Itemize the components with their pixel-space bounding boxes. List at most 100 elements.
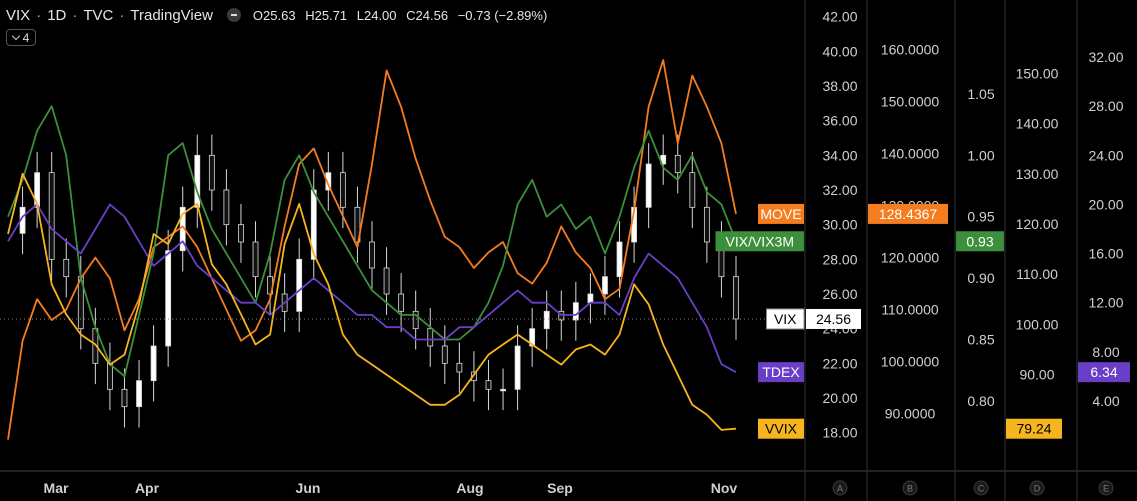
candle-body [674,154,681,174]
interval-label[interactable]: 1D [47,6,67,24]
y-tick-label: 36.00 [822,113,857,129]
candle-body [616,241,623,278]
y-tick-label: 42.00 [822,9,857,25]
y-tick-label: 24.00 [1088,147,1123,163]
series-name-tag [758,418,804,439]
y-tick-label: 20.00 [1088,196,1123,212]
series-line-vvix[interactable] [7,172,737,431]
series-name-label: VVIX [765,421,798,437]
candle-body [703,206,710,243]
candle-body [136,380,142,408]
indicators-collapse-button[interactable]: 4 [6,29,36,46]
scale-id-label: A [837,484,843,494]
series-name-label: VIX [774,311,797,327]
y-tick-label: 0.85 [967,332,994,348]
high-value: H25.71 [305,7,348,23]
scale-id-badge[interactable] [902,480,918,496]
last-value-label: 128.4367 [879,206,938,222]
y-tick-label: 160.0000 [881,42,940,58]
candle-body [602,276,608,295]
symbol-header: VIX · 1D · TVC · TradingView O25.63 H25.… [6,5,553,25]
x-tick-label: Mar [44,480,69,496]
y-tick-label: 22.00 [822,355,857,371]
scale-id-label: C [978,484,985,494]
y-tick-label: 130.00 [1016,166,1059,182]
candle-body [456,362,463,373]
symbol-name[interactable]: VIX [6,6,31,24]
y-tick-label: 140.0000 [881,146,940,162]
x-tick-label: Jun [296,480,321,496]
last-value-label: 79.24 [1016,421,1051,437]
series-name-label: MOVE [760,206,801,222]
y-tick-label: 0.80 [967,393,994,409]
y-tick-label: 26.00 [822,286,857,302]
candle-body [48,172,55,260]
candle-body [63,258,70,278]
series-name-tag [715,231,804,252]
scale-id-badge[interactable] [832,480,848,496]
series-line-move[interactable] [7,59,737,440]
last-value-tag [868,203,948,224]
y-tick-label: 30.00 [822,217,857,233]
x-tick-label: Apr [135,480,160,496]
close-value: C24.56 [406,7,449,23]
scale-id-badge[interactable] [1029,480,1045,496]
candle-body [733,276,739,320]
y-tick-label: 1.00 [967,147,994,163]
y-tick-label: 90.0000 [885,406,936,422]
chevron-down-icon [11,31,20,41]
change-value: −0.73 (−2.89%) [457,7,548,23]
y-tick-label: 120.00 [1016,216,1059,232]
candle-body [296,258,303,312]
candle-body [485,380,492,390]
y-tick-label: 90.00 [1019,367,1054,383]
y-tick-label: 0.95 [967,209,994,225]
hide-icon[interactable] [226,8,241,22]
y-tick-label: 100.00 [1016,316,1059,332]
y-tick-label: 140.00 [1016,116,1059,132]
scale-id-badge[interactable] [1098,480,1114,496]
y-tick-label: 32.00 [822,182,857,198]
candle-body [514,345,521,390]
y-tick-label: 1.05 [967,86,994,102]
y-tick-label: 34.00 [822,147,857,163]
scale-id-label: B [907,484,913,494]
y-tick-label: 38.00 [822,78,857,94]
y-tick-label: 100.0000 [881,354,940,370]
last-value-tag [1078,362,1130,383]
scale-id-label: E [1103,484,1109,494]
scale-id-badge[interactable] [973,480,989,496]
candle-body [252,241,259,278]
y-tick-label: 8.00 [1092,344,1119,360]
separator-dot: · [36,6,42,24]
candle-body [383,267,390,295]
y-tick-label: 32.00 [1088,49,1123,65]
last-value-tag [806,308,861,329]
candle-body [471,371,477,382]
candle-body [121,388,128,408]
series-line-tdex[interactable] [7,203,737,373]
series-line-vix-vix3m[interactable] [7,105,737,378]
y-tick-label: 28.00 [1088,98,1123,114]
candle-body [325,172,332,191]
series-name-tag [758,362,804,383]
y-tick-label: 40.00 [822,43,857,59]
source-label: TradingView [130,6,213,24]
x-tick-label: Sep [547,480,573,496]
candle-body [689,172,696,208]
candle-body [369,241,375,269]
candle-body [238,224,244,243]
separator-dot: · [72,6,78,24]
last-value-tag [956,231,1004,252]
exchange-label: TVC [83,6,114,24]
candle-body [165,250,172,347]
last-value-label: 6.34 [1090,364,1117,380]
last-value-tag [1006,418,1062,439]
y-tick-label: 20.00 [822,390,857,406]
y-tick-label: 4.00 [1092,393,1119,409]
y-tick-label: 110.00 [1016,266,1058,282]
scale-id-label: D [1034,484,1041,494]
candle-body [412,310,419,330]
x-tick-label: Nov [711,480,738,496]
